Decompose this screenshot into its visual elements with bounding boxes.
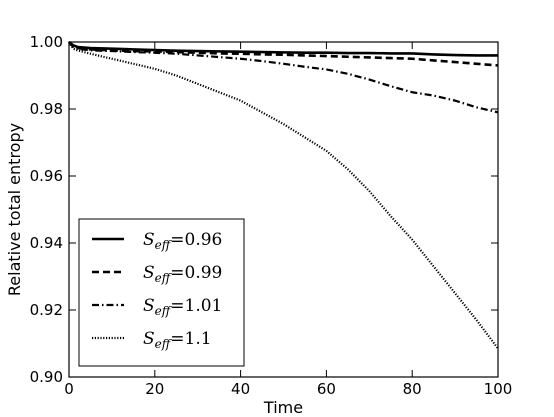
legend-label: Seff=1.01 — [143, 296, 222, 318]
x-tick-label: 0 — [64, 380, 74, 398]
legend-label-subscript: eff — [155, 337, 173, 351]
x-tick-label: 20 — [145, 380, 164, 398]
y-tick-label: 0.98 — [30, 100, 63, 118]
legend-label-symbol: S — [143, 296, 155, 316]
legend-label-subscript: eff — [155, 304, 173, 318]
legend-label-subscript: eff — [155, 238, 173, 252]
plot-lines — [68, 40, 499, 350]
legend-label-value: =0.99 — [170, 263, 222, 283]
y-tick-label: 0.94 — [30, 234, 63, 252]
y-axis: 0.90 0.92 0.94 0.96 0.98 1.00 — [30, 33, 498, 386]
legend-label-symbol: S — [143, 329, 155, 349]
legend-label-symbol: S — [143, 263, 155, 283]
y-tick-label: 0.90 — [30, 368, 63, 386]
legend-label-value: =1.1 — [170, 329, 211, 349]
legend-label: Seff=0.99 — [143, 263, 222, 285]
y-tick-label: 0.96 — [30, 167, 63, 185]
x-tick-label: 80 — [403, 380, 422, 398]
y-tick-label: 1.00 — [30, 33, 63, 51]
x-tick-label: 40 — [231, 380, 250, 398]
legend-label: Seff=1.1 — [143, 329, 212, 351]
plot-frame — [68, 41, 499, 378]
legend-label-value: =1.01 — [170, 296, 222, 316]
legend-label-value: =0.96 — [170, 230, 222, 250]
series-line-0 — [68, 40, 498, 57]
legend-label-subscript: eff — [155, 271, 173, 285]
legend-label: Seff=0.96 — [143, 230, 222, 252]
series-line-3 — [68, 41, 499, 350]
y-tick-label: 0.92 — [30, 301, 63, 319]
x-axis: 0 20 40 60 80 100 — [64, 42, 512, 398]
x-axis-title: Time — [263, 398, 303, 417]
series-line-1 — [68, 41, 499, 67]
x-tick-label: 60 — [317, 380, 336, 398]
legend-label-symbol: S — [143, 230, 155, 250]
x-tick-label: 100 — [484, 380, 513, 398]
legend-box — [78, 218, 245, 367]
y-axis-title: Relative total entropy — [5, 123, 24, 296]
